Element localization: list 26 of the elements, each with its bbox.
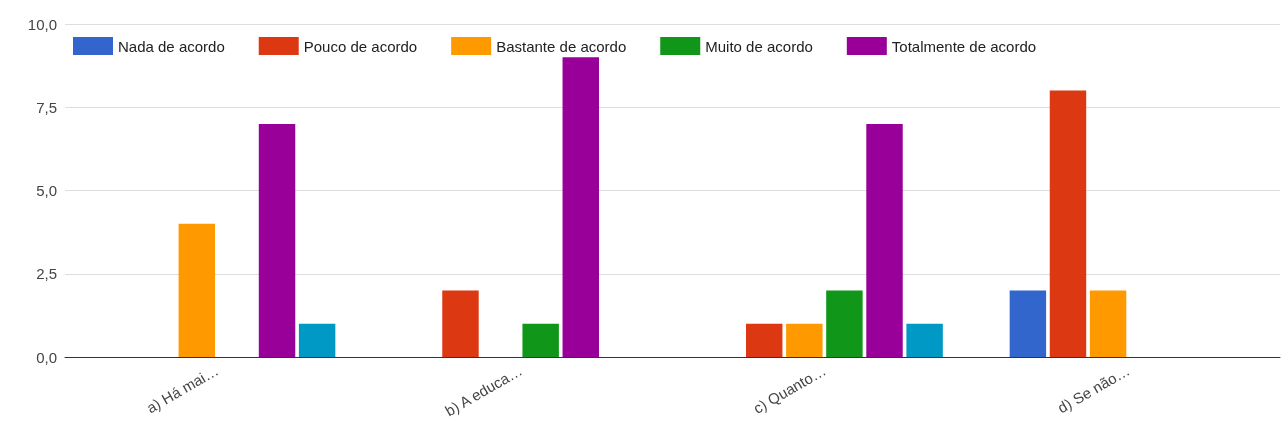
bar [1009, 290, 1047, 357]
bar [786, 323, 823, 357]
legend-label: Nada de acordo [118, 37, 225, 55]
bar [258, 123, 296, 357]
bar [298, 323, 336, 357]
bar [442, 290, 479, 357]
bar [562, 57, 599, 357]
bar [746, 323, 783, 357]
x-tick-label: d) Se não… [1054, 361, 1133, 417]
legend-label: Bastante de acordo [496, 37, 627, 55]
bar [826, 290, 863, 357]
legend-label: Totalmente de acordo [891, 37, 1037, 55]
y-tick-label: 2,5 [36, 265, 57, 283]
x-tick-label: a) Há mai… [143, 361, 222, 417]
legend-label: Muito de acordo [705, 37, 813, 55]
bar [1089, 290, 1127, 357]
bar [1049, 90, 1087, 357]
bar [866, 123, 903, 357]
y-tick-label: 7,5 [36, 98, 57, 116]
y-tick-label: 0,0 [36, 348, 57, 366]
bar [906, 323, 943, 357]
bar [522, 323, 559, 357]
y-tick-label: 10,0 [27, 15, 57, 33]
legend-label: Pouco de acordo [303, 37, 418, 55]
y-tick-label: 5,0 [36, 182, 57, 199]
bar [178, 223, 216, 357]
